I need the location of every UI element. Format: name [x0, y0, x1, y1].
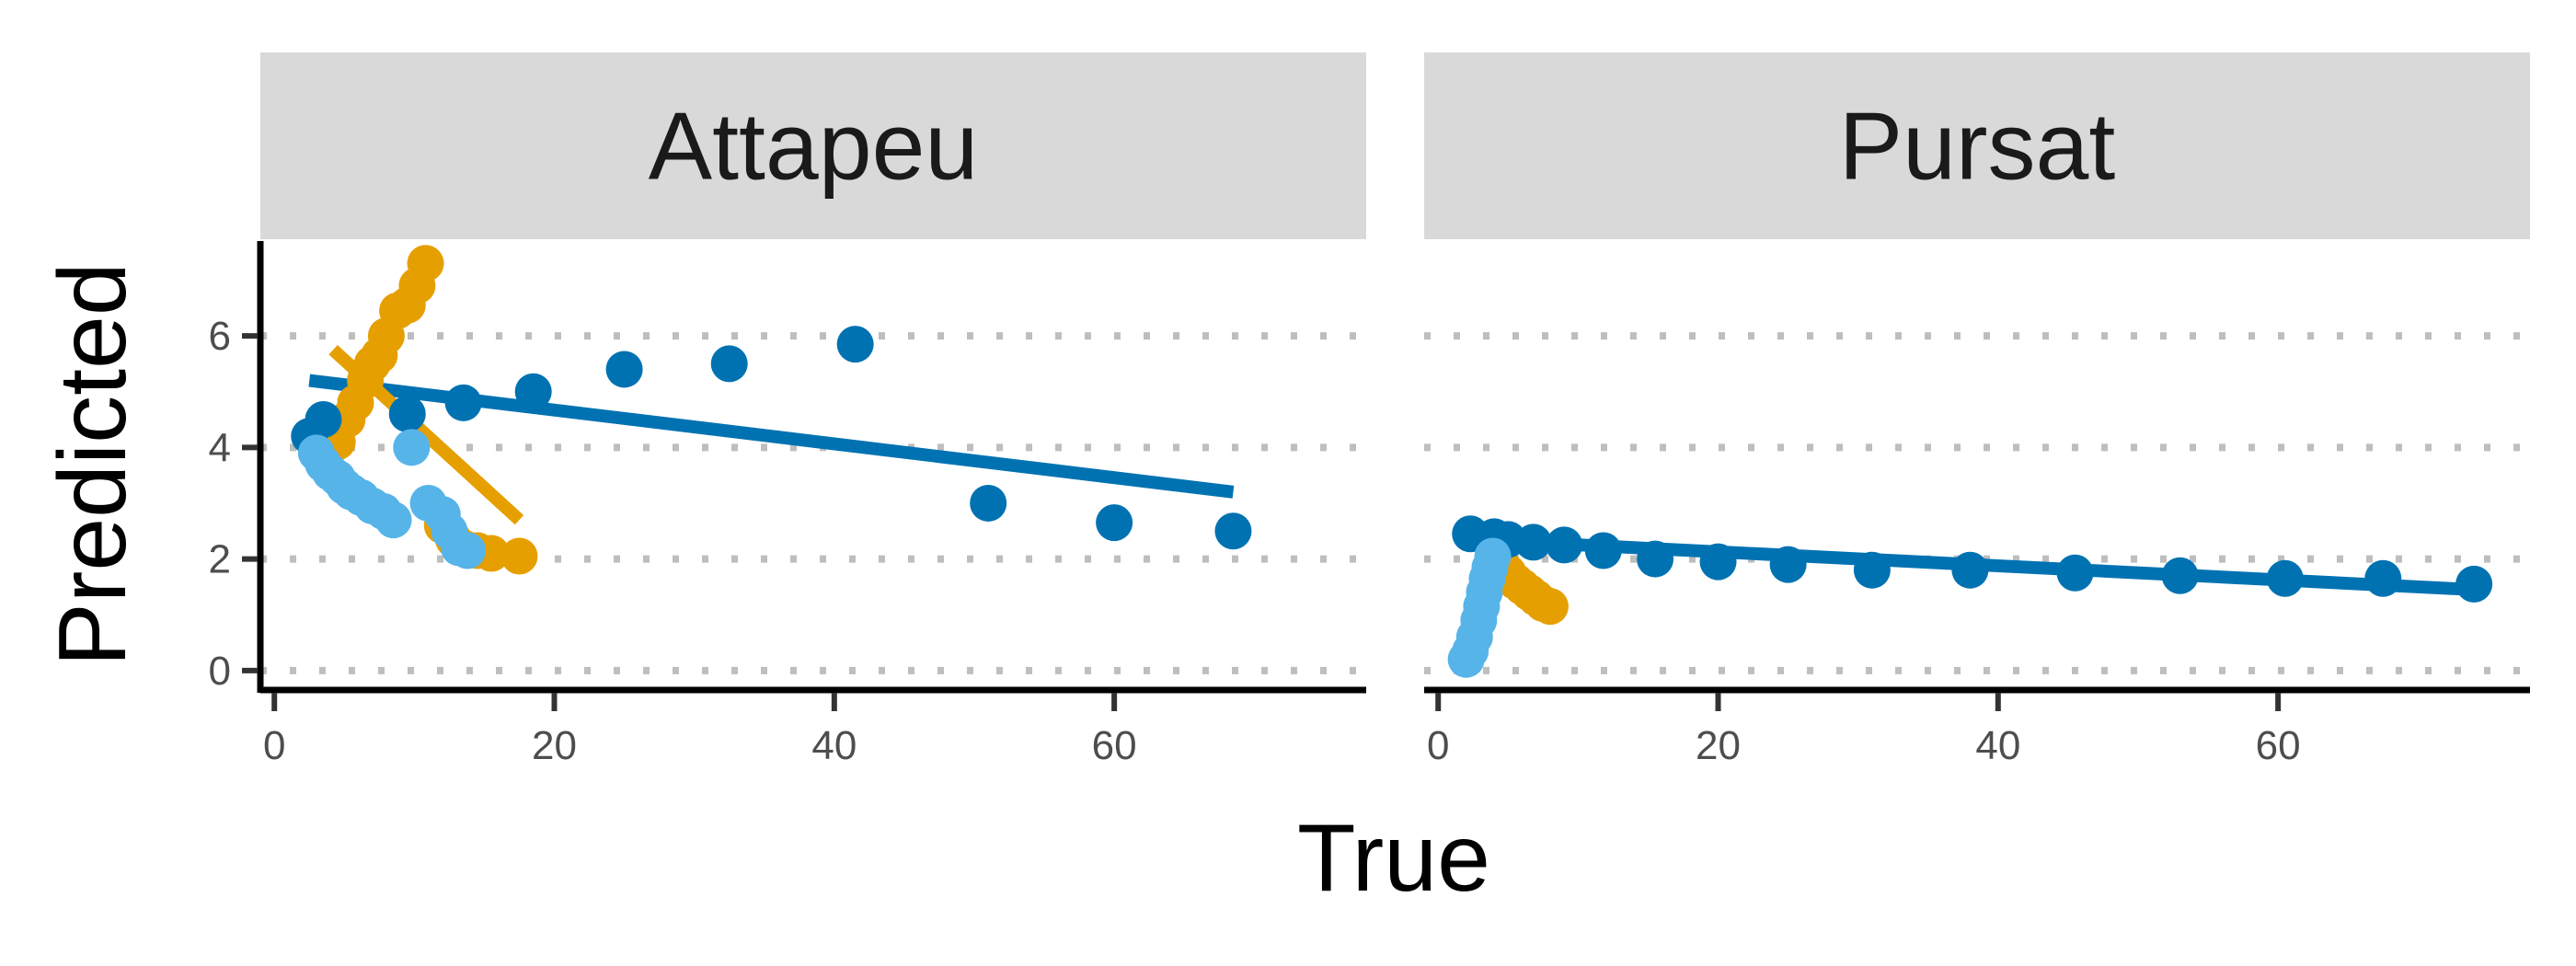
data-point	[1514, 523, 1552, 561]
x-tick-label: 60	[1092, 723, 1137, 768]
data-point	[1951, 551, 1989, 589]
data-point	[407, 245, 444, 282]
data-point	[388, 395, 426, 432]
data-point	[1546, 526, 1583, 564]
x-tick-label: 20	[1696, 723, 1741, 768]
data-point	[2056, 554, 2094, 592]
x-tick-label: 40	[1975, 723, 2020, 768]
data-point	[605, 351, 643, 388]
panel-0: Attapeu 0 20 40 60	[260, 52, 1366, 768]
y-tick-label: 0	[209, 649, 231, 694]
data-point	[1769, 546, 1807, 583]
x-tick-label: 0	[263, 723, 285, 768]
data-point	[514, 373, 552, 410]
data-point	[1531, 588, 1569, 626]
data-point	[393, 429, 431, 466]
data-point	[1474, 537, 1512, 575]
facet-strip	[260, 52, 1366, 239]
y-tick-label: 4	[209, 425, 231, 470]
data-point	[2161, 557, 2199, 594]
x-tick-label: 20	[532, 723, 577, 768]
data-point	[1699, 543, 1737, 581]
data-point	[1584, 532, 1622, 569]
data-point	[836, 326, 874, 363]
facet-strip	[1424, 52, 2530, 239]
data-point	[2364, 559, 2402, 597]
data-point	[305, 401, 342, 438]
data-point	[710, 345, 748, 383]
data-point	[2266, 559, 2304, 597]
y-tick-label: 6	[209, 314, 231, 359]
x-tick-label: 40	[811, 723, 857, 768]
y-tick-label: 2	[209, 537, 231, 582]
x-tick-label: 0	[1427, 723, 1449, 768]
data-point	[444, 384, 482, 421]
data-point	[374, 501, 412, 539]
facet-title: Pursat	[1839, 94, 2116, 201]
x-tick-label: 60	[2256, 723, 2301, 768]
data-point	[1096, 504, 1133, 542]
facet-title: Attapeu	[649, 94, 979, 201]
data-point	[1853, 551, 1891, 589]
y-axis-title: Predicted	[40, 262, 146, 666]
panel-1: Pursat 0 20 40 60	[1424, 52, 2530, 768]
data-point	[1637, 540, 1674, 578]
data-point	[970, 484, 1007, 522]
data-point	[449, 532, 487, 569]
data-point	[1214, 512, 1252, 550]
x-axis-title: True	[1297, 805, 1490, 912]
data-point	[2455, 565, 2493, 603]
data-point	[500, 537, 538, 575]
